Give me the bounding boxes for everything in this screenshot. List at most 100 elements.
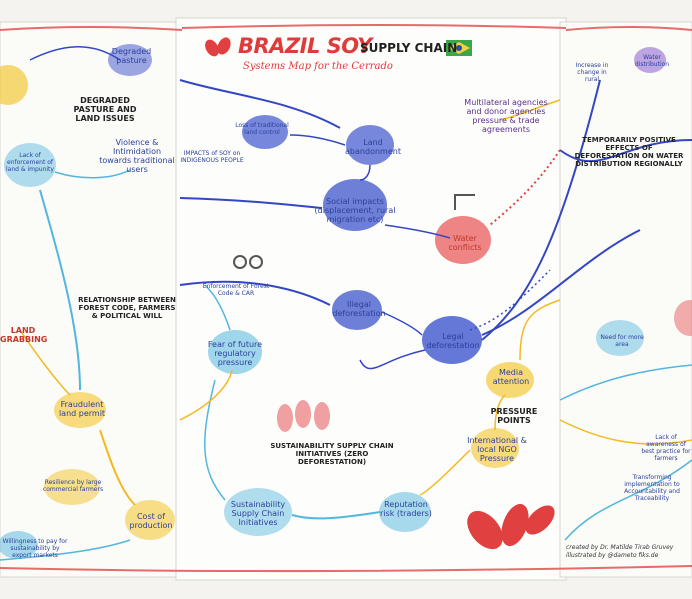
- credit-block: created by Dr. Matilde Tirab Gruvey illu…: [566, 544, 673, 560]
- credit-line-1: created by Dr. Matilde Tirab Gruvey: [566, 544, 674, 551]
- node-land-grabbing: LAND GRABBING: [0, 326, 48, 344]
- arrow-lightblue-6: [559, 364, 692, 401]
- arrow-lightblue-3: [204, 284, 231, 331]
- arrow-lightblue-4: [291, 511, 381, 520]
- node-sustainability-supply-chain: Sustainability Supply Chain Initiatives: [230, 500, 286, 527]
- arrow-lightblue-5: [204, 379, 226, 501]
- arrow-blue-2: [289, 134, 346, 146]
- map-subtitle: Systems Map for the Cerrado: [243, 61, 393, 72]
- arrow-yellow-4: [519, 299, 561, 361]
- arrow-blue-7: [481, 79, 601, 341]
- map-title: BRAZIL SOY: [238, 34, 372, 58]
- node-legal-deforestation: Legal deforestation: [426, 332, 480, 350]
- node-fraudulent-land-permit: Fraudulent land permit: [58, 400, 106, 418]
- blob-fear-regulatory: [208, 330, 262, 374]
- node-transforming-implementation: Transforming implementation to Accountab…: [624, 474, 680, 502]
- brazil-flag-globe: [456, 45, 462, 51]
- arrow-lightblue-8: [0, 539, 131, 561]
- trees-icon: [277, 400, 330, 432]
- blob-sustainability-initiatives: [224, 488, 292, 536]
- arrow-blue-10: [384, 224, 451, 239]
- arrow-yellow-5: [419, 449, 471, 496]
- node-international-ngo: International & local NGO Pressure: [467, 436, 527, 463]
- arrow-lightblue-2: [54, 169, 131, 179]
- blob-legal-deforestation: [422, 316, 482, 364]
- blob-loss-land: [242, 115, 288, 149]
- arrow-blue-3: [179, 197, 323, 209]
- node-sustainability-initiatives-header: SUSTAINABILITY SUPPLY CHAIN initiatives …: [270, 442, 394, 466]
- arrow-yellow-7: [559, 419, 692, 445]
- blob-social-impacts: [323, 179, 387, 231]
- node-illegal-deforestation: Illegal deforestation: [332, 300, 386, 318]
- blob-left-edge: [0, 65, 28, 105]
- arrow-blue-12: [29, 46, 121, 61]
- node-violence-intimidation: Violence & Intimidation towards traditio…: [99, 138, 175, 174]
- node-willingness-to-pay: Willingness to pay for sustainability by…: [2, 538, 68, 559]
- node-need-for-more-area: Need for more area: [600, 334, 644, 348]
- arrow-lightblue-7: [564, 459, 692, 541]
- blob-lack-enforcement: [4, 143, 56, 187]
- node-enforcement-forest-code: Enforcement of Forest Code & CAR: [202, 283, 270, 297]
- blob-willingness: [0, 531, 38, 559]
- arrow-blue-1: [179, 79, 341, 129]
- soy-plant-icon: [205, 37, 231, 57]
- handcuffs-icon: [233, 255, 263, 269]
- arrow-yellow-6: [499, 99, 561, 121]
- node-multilateral-agencies: Multilateral agencies and donor agencies…: [464, 98, 548, 134]
- node-loss-traditional-land: Loss of traditional land control: [235, 122, 289, 136]
- node-reputation-risk: Reputation risk (traders): [380, 500, 432, 518]
- arrow-blue-4: [359, 164, 371, 181]
- blob-media-attention: [486, 362, 534, 398]
- node-land-abandonment: Land abandonment: [345, 138, 401, 156]
- blob-water-distribution: [634, 47, 666, 73]
- panel-right: [559, 21, 692, 578]
- node-temporarily-positive: TEMPORARILY POSITIVE EFFECTS of DEFOREST…: [574, 136, 684, 168]
- arrow-red-dotted: [489, 149, 561, 226]
- blob-ngo-pressure: [471, 428, 519, 468]
- blob-land-abandonment: [346, 125, 394, 165]
- map-title-suffix: SUPPLY CHAIN: [360, 41, 458, 55]
- blob-degraded-pasture: [108, 44, 152, 76]
- blob-resilience: [44, 469, 100, 505]
- red-leaves-icon: [467, 503, 555, 550]
- node-lack-of-awareness: Lack of awareness of best practice for f…: [641, 434, 691, 462]
- node-relationship-forest-code: RELATIONSHIP between FOREST CODE, FARMER…: [78, 296, 176, 320]
- arrow-yellow-1: [99, 429, 136, 506]
- arrow-blue-6: [381, 311, 423, 336]
- arrow-blue-5: [179, 280, 331, 306]
- blob-cost-production: [125, 500, 175, 540]
- node-social-impacts: Social impacts (displacement, rural migr…: [314, 197, 396, 224]
- node-impacts-indigenous: IMPACTS of SOY on INDIGENOUS PEOPLE: [180, 150, 244, 164]
- arrow-lightblue-1: [39, 189, 81, 391]
- border-top-left: [0, 26, 183, 31]
- arrow-yellow-2: [179, 369, 233, 421]
- node-media-attention: Media attention: [492, 368, 530, 386]
- blob-fraudulent-permit: [54, 392, 106, 428]
- border-top-right: [565, 26, 692, 31]
- node-pressure-points: PRESSURE POINTS: [490, 407, 538, 425]
- node-water-conflicts: Water conflicts: [448, 234, 482, 252]
- blob-water-conflicts: [435, 216, 491, 264]
- blob-reputation-risk: [379, 492, 431, 532]
- border-top-center: [181, 24, 567, 29]
- border-bottom: [0, 565, 692, 573]
- node-lack-of-enforcement: Lack of enforcement of land & impunity: [6, 152, 54, 173]
- node-increase-in-change: Increase in change in rural: [575, 62, 609, 83]
- blob-need-area: [596, 320, 644, 356]
- blob-illegal-deforestation: [332, 290, 382, 330]
- node-water-distribution: Water distribution: [634, 54, 670, 68]
- blob-right-edge: [674, 300, 692, 336]
- arrow-yellow-3: [494, 394, 506, 431]
- node-cost-of-production: Cost of production: [129, 512, 173, 530]
- node-resilience-commercial: Resilience by large commercial farmers: [42, 479, 104, 493]
- arrow-blue-11: [559, 139, 692, 163]
- water-tap-icon: [454, 194, 475, 210]
- node-fear-future-regulatory: Fear of future regulatory pressure: [207, 340, 263, 367]
- arrow-yellow-8: [19, 329, 71, 396]
- node-degraded-pasture: Degraded pasture: [111, 47, 152, 65]
- node-degraded-pasture-land-issues: DEGRADED PASTURE and LAND ISSUES: [73, 96, 137, 123]
- arrow-blue-8: [481, 229, 641, 336]
- arrow-blue-dotted: [469, 269, 551, 331]
